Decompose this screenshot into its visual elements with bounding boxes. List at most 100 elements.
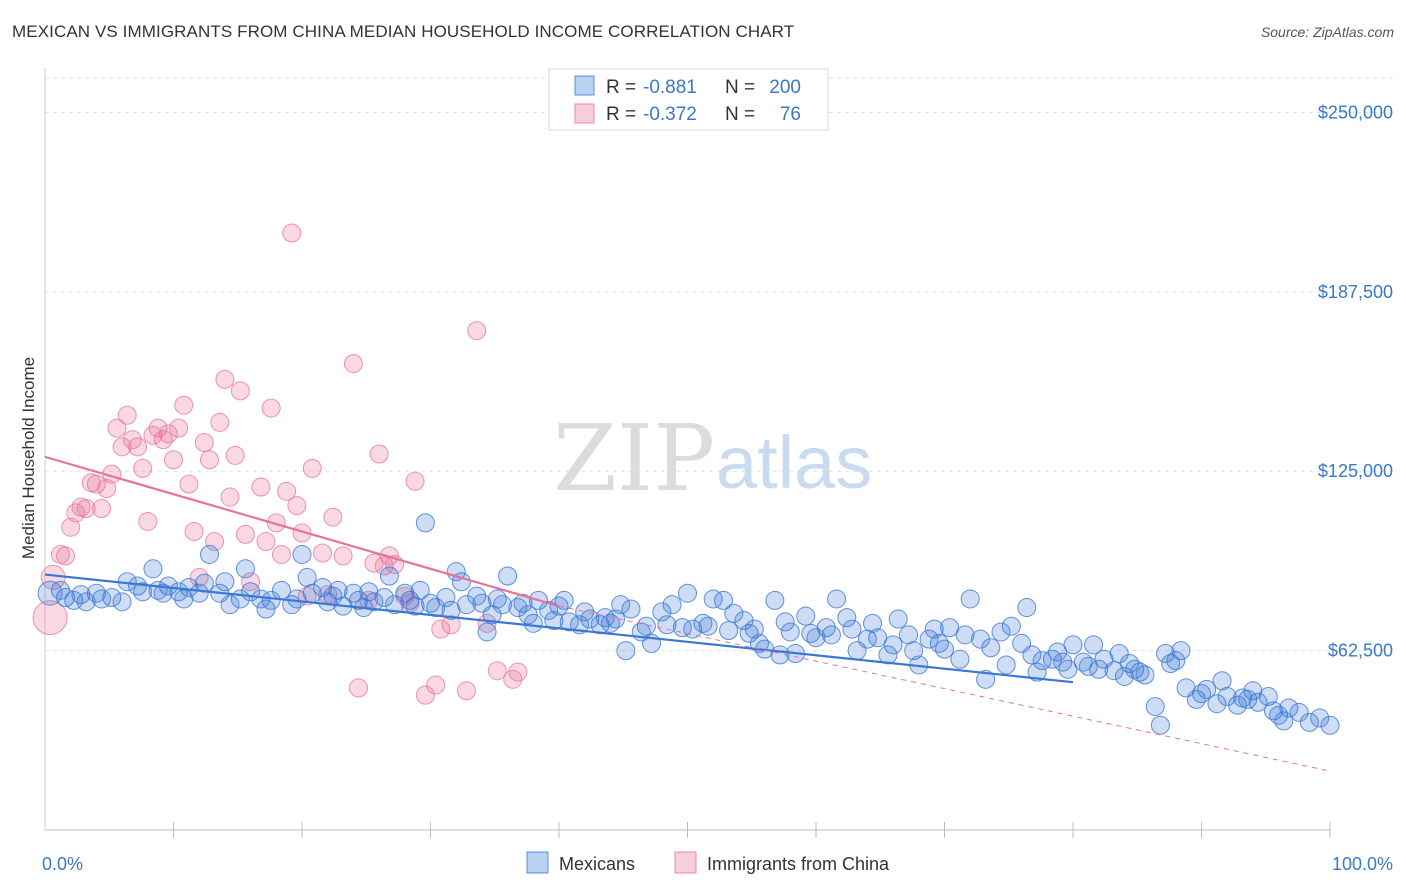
mexicans-point [806,628,826,648]
mexicans-point [929,633,949,653]
mexicans-point [950,649,970,669]
y-tick-label: $187,500 [1318,282,1393,302]
mexicans-point [662,595,682,615]
mexicans-point [981,638,1001,658]
bottom-legend: Mexicans Immigrants from China [526,851,890,874]
mexicans-point [477,622,497,642]
mexicans-point [297,567,317,587]
mexicans-point [554,590,574,610]
mexicans-point [955,625,975,645]
china-point [112,437,132,457]
china-point [256,532,276,552]
mexicans-point [1310,708,1330,728]
mexicans-point [1145,697,1165,717]
mexicans-point [724,603,744,623]
mexicans-point [220,595,240,615]
watermark-zip: ZIP [553,405,715,512]
mexicans-point [498,566,518,586]
mexicans-point [611,595,631,615]
mexicans-point [1150,715,1170,735]
china-point [169,418,189,438]
mexicans-point [1130,662,1150,682]
china-point [148,418,168,438]
china-point [133,458,153,478]
mexicans-point [1279,698,1299,718]
legend-r-label-2: R = [606,104,636,125]
mexicans-point [657,615,677,635]
china-point [369,444,389,464]
china-point [302,458,322,478]
china-point [235,524,255,544]
mexicans-point [1248,692,1268,712]
mexicans-point [1212,671,1232,691]
mexicans-point [924,619,944,639]
mexicans-point [1032,651,1052,671]
watermark: ZIP atlas [553,405,872,512]
legend-swatch-china [574,103,595,124]
mexicans-point [863,613,883,633]
china-point [179,474,199,494]
mexicans-point [636,616,656,636]
mexicans-point [821,625,841,645]
mexicans-point [775,612,795,632]
mexicans-point [37,580,63,606]
mexicans-point [1299,712,1319,732]
china-point [107,418,127,438]
legend-r-value-1: -0.881 [643,77,697,98]
bottom-legend-swatch-china [674,851,697,874]
mexicans-point [446,562,466,582]
mexicans-point [235,559,255,579]
mexicans-point [878,645,898,665]
mexicans-point [102,588,122,608]
china-point [92,499,112,519]
mexicans-point [523,613,543,633]
legend-box: R = -0.881 N = 200 R = -0.372 N = 76 [548,68,829,131]
mexicans-point [842,619,862,639]
mexicans-point [960,589,980,609]
mexicans-point [976,669,996,689]
mexicans-point [1058,659,1078,679]
mexicans-point [780,622,800,642]
chart-source: Source: ZipAtlas.com [1260,24,1394,40]
mexicans-point [1289,702,1309,722]
mexicans-point [1109,643,1129,663]
china-point [349,678,369,698]
legend-n-value-1: 200 [769,77,801,98]
mexicans-point [1001,616,1021,636]
bottom-legend-swatch-mexicans [526,851,549,874]
mexicans-point [1171,641,1191,661]
china-point [405,471,425,491]
mexicans-point [112,592,132,612]
y-tick-label: $250,000 [1318,102,1393,122]
china-point [56,546,76,566]
mexicans-point [86,583,106,603]
mexicans-point [1166,651,1186,671]
mexicans-point [379,566,399,586]
china-point [86,474,106,494]
china-point [230,381,250,401]
mexicans-point [935,639,954,659]
mexicans-point [595,608,615,628]
mexicans-point [868,628,888,648]
china-point [426,675,446,695]
mexicans-point [374,588,394,608]
mexicans-point [199,544,219,564]
china-point [194,433,214,453]
mexicans-point [328,580,348,600]
mexicans-point [621,599,641,619]
chart-title: MEXICAN VS IMMIGRANTS FROM CHINA MEDIAN … [12,22,795,41]
mexicans-point [487,589,507,609]
legend-frame [548,68,829,131]
mexicans-point [713,590,733,610]
china-point [277,481,297,501]
mexicans-point [765,590,785,610]
mexicans-point [492,595,512,615]
china-point [66,503,86,523]
mexicans-point [364,592,384,612]
china-point [138,511,158,531]
china-point [251,477,271,497]
mexicans-point [1125,659,1145,679]
series-mexicans-points [37,513,1340,735]
china-point [415,685,435,705]
mexicans-point [1114,666,1134,686]
